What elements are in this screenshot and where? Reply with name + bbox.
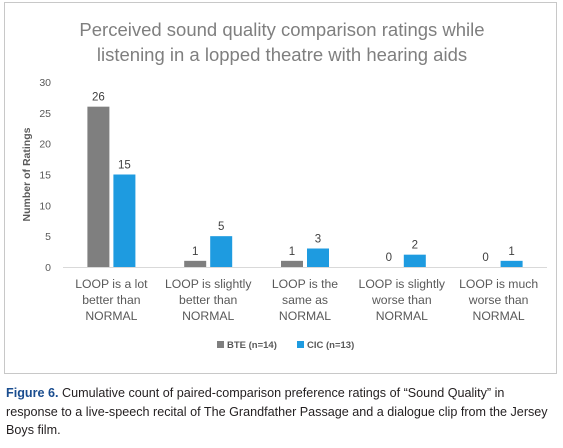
data-label: 3 (315, 234, 321, 246)
figure-caption-text: Cumulative count of paired-comparison pr… (6, 386, 548, 438)
bar-chart: Perceived sound quality comparison ratin… (21, 19, 547, 351)
data-label: 5 (218, 221, 224, 233)
x-tick-label: LOOP is slightly (359, 277, 446, 291)
chart-title-line: listening in a lopped theatre with heari… (97, 44, 467, 65)
x-tick-label: NORMAL (182, 309, 234, 323)
x-tick-label: worse than (371, 293, 432, 307)
bar (403, 254, 426, 267)
y-tick-label: 5 (45, 231, 51, 243)
data-label: 2 (412, 240, 418, 252)
x-tick-label: LOOP is much (459, 277, 538, 291)
bar (307, 248, 329, 267)
legend-swatch (217, 341, 224, 348)
legend-label: CIC (n=13) (307, 340, 354, 351)
bar (210, 236, 233, 267)
bar (500, 260, 523, 267)
x-tick-label: NORMAL (473, 309, 525, 323)
figure-caption: Figure 6. Cumulative count of paired-com… (6, 384, 558, 440)
x-tick-label: NORMAL (279, 309, 331, 323)
figure-label: Figure 6. (6, 386, 59, 400)
bar (113, 174, 136, 267)
data-label: 15 (118, 160, 131, 172)
data-label: 1 (192, 246, 198, 258)
data-label: 1 (508, 246, 514, 258)
chart-title-line: Perceived sound quality comparison ratin… (79, 19, 484, 40)
bar (184, 260, 207, 267)
y-tick-label: 25 (39, 108, 51, 120)
chart-frame: Perceived sound quality comparison ratin… (4, 2, 557, 374)
legend-swatch (297, 341, 304, 348)
x-tick-label: worse than (468, 293, 529, 307)
data-label: 0 (386, 252, 392, 264)
x-tick-label: LOOP is slightly (165, 277, 252, 291)
data-label: 0 (482, 252, 488, 264)
bar (281, 260, 303, 267)
bar (87, 106, 110, 268)
x-tick-label: LOOP is the (272, 277, 338, 291)
x-tick-label: NORMAL (376, 309, 428, 323)
y-tick-label: 15 (39, 170, 51, 182)
x-tick-label: same as (282, 293, 328, 307)
x-tick-label: LOOP is a lot (75, 277, 148, 291)
data-label: 26 (92, 92, 105, 104)
y-tick-label: 0 (45, 262, 51, 274)
x-tick-label: better than (82, 293, 140, 307)
legend-label: BTE (n=14) (227, 340, 277, 351)
x-tick-label: NORMAL (85, 309, 137, 323)
x-tick-label: better than (179, 293, 237, 307)
y-tick-label: 10 (39, 200, 51, 212)
y-axis-label: Number of Ratings (21, 127, 33, 221)
data-label: 1 (289, 246, 295, 258)
y-tick-label: 30 (39, 77, 51, 89)
y-tick-label: 20 (39, 139, 51, 151)
